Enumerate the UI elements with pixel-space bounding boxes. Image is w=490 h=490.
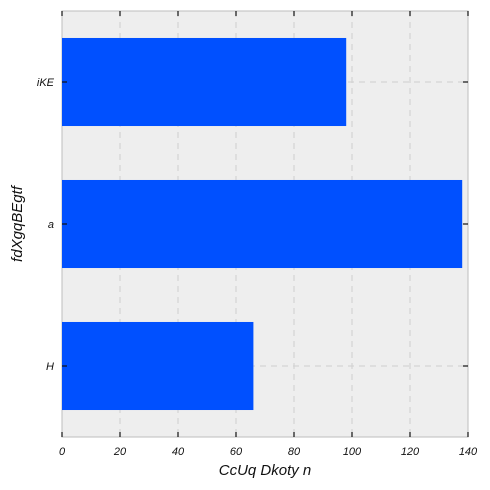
x-tick-label: 40 [172, 446, 185, 458]
x-tick-label: 100 [343, 446, 362, 458]
bar-H [62, 321, 254, 411]
bars [62, 37, 463, 411]
x-tick-label: 0 [59, 446, 66, 458]
x-tick-label: 60 [230, 446, 243, 458]
y-tick-label: a [48, 219, 54, 231]
ticks: 0 20 40 60 80 100 120 140 Ha iKE [37, 11, 478, 458]
y-tick-label: iKE [37, 77, 55, 89]
x-tick-label: 80 [288, 446, 301, 458]
y-axis-title: fdXgqBEgtf [9, 184, 26, 262]
x-axis-title: CcUq Dkoty n [219, 462, 312, 479]
x-tick-label: 120 [401, 446, 420, 458]
y-tick-label: H [46, 361, 54, 373]
x-tick-label: 20 [113, 446, 127, 458]
bar-a [62, 179, 463, 269]
bar-iKE [62, 37, 347, 127]
x-tick-label: 140 [459, 446, 478, 458]
